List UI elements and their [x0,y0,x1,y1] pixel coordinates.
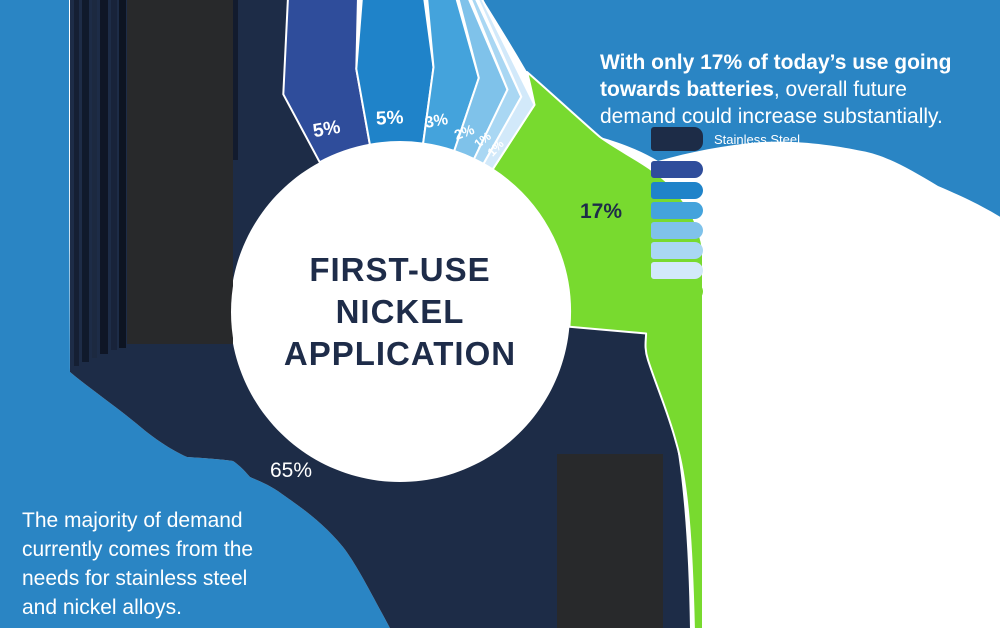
chart-title-line2: NICKEL [335,293,465,330]
legend-swatch [651,222,703,239]
chart-title-line1: FIRST-USE [309,251,491,288]
legend-label: Stainless Steel [714,132,800,147]
legend-swatch [651,127,703,151]
navy-banding-stripes [74,0,238,366]
legend-label: Alloy Steels [714,203,782,218]
callout-stainless-note: The majority of demand currently comes f… [22,509,254,619]
charcoal-block-bottom [557,454,663,628]
legend-label: Copper-based Alloys [714,243,834,258]
callout-batteries-bold-text: With only 17% of today’s use going towar… [600,51,952,101]
chart-title-line3: APPLICATION [283,335,517,372]
donut-center-circle [231,143,569,481]
legend-label: Foundry [714,223,762,238]
label-65-percent: 65% [270,459,313,482]
legend-swatch [651,262,703,279]
blue-top-right-region [483,0,1000,217]
legend-swatch [651,202,703,219]
legend-swatch [651,242,703,259]
segment-other-1 [477,0,536,171]
legend-label: Plating [714,183,754,198]
legend-swatch [651,283,703,300]
label-5-percent-royal: 5% [311,116,342,143]
legend-label: Non-ferrous Alloys [714,162,821,177]
callout-batteries-note: With only 17% of today’s use going towar… [600,22,978,130]
blue-left-band-and-bottom-wedge [0,0,390,628]
segment-batteries-17 [491,71,704,628]
legend-swatch [651,182,703,199]
callout-batteries-regular-text: , overall future demand could increase s… [600,78,943,128]
legend-swatch [651,161,703,178]
charcoal-block-top-left [127,0,233,344]
legend-label: Other [714,263,747,278]
legend-label: Batteries [714,284,766,299]
chart-title: FIRST-USE NICKEL APPLICATION [232,144,568,480]
label-5-percent-medium: 5% [375,107,404,130]
label-17-percent: 17% [580,200,623,223]
